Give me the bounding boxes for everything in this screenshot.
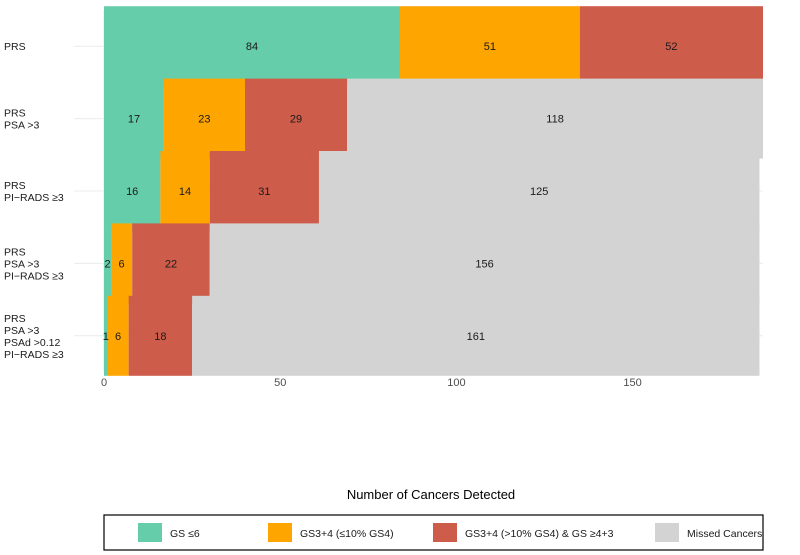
- x-tick-label: 150: [623, 377, 641, 389]
- bar-segment-row2-series4: [347, 78, 763, 159]
- data-label: 1: [103, 331, 109, 343]
- bar-segment-row3-series2: [160, 151, 210, 231]
- data-label: 2: [104, 258, 110, 270]
- bar-segment-row3-series3: [209, 151, 319, 231]
- bar-segment-row5-series3: [128, 295, 193, 376]
- bar-segment-row5-series4: [192, 295, 760, 376]
- x-tick-label: 100: [447, 377, 465, 389]
- bar-segment-row3-series1: [104, 151, 161, 231]
- category-label: PI−RADS ≥3: [4, 192, 64, 204]
- bar-segment-row4-series4: [209, 223, 760, 304]
- data-label: 118: [546, 114, 564, 126]
- data-label: 51: [484, 41, 496, 53]
- bar-segment-row2-series3: [244, 78, 348, 159]
- category-label: PSA >3: [4, 325, 39, 337]
- legend: GS ≤6 GS3+4 (≤10% GS4) GS3+4 (>10% GS4) & …: [103, 514, 764, 551]
- data-label: 14: [179, 186, 191, 198]
- x-axis-title: Number of Cancers Detected: [347, 487, 515, 502]
- legend-label: GS3+4 (>10% GS4) & GS ≥4+3: [465, 528, 614, 540]
- bar-segment-row1-series3: [579, 6, 763, 87]
- legend-swatch: [138, 523, 162, 542]
- data-label: 22: [165, 258, 177, 270]
- legend-swatch: [268, 523, 292, 542]
- category-label: PSAd >0.12: [4, 337, 60, 349]
- category-label: PSA >3: [4, 120, 39, 132]
- data-label: 16: [126, 186, 138, 198]
- category-label: PRS: [4, 41, 26, 53]
- data-label: 84: [246, 41, 258, 53]
- bar-segment-row4-series1: [104, 223, 112, 304]
- data-label: 6: [115, 331, 121, 343]
- bars-layer: [104, 6, 763, 376]
- x-tick-label: 0: [101, 377, 107, 389]
- data-label: 18: [154, 331, 166, 343]
- legend-label: GS ≤6: [170, 528, 200, 540]
- data-label: 52: [665, 41, 677, 53]
- data-label: 156: [475, 258, 493, 270]
- data-label: 29: [290, 114, 302, 126]
- bar-segment-row1-series1: [104, 6, 401, 87]
- data-label: 17: [128, 114, 140, 126]
- x-tick-label: 50: [274, 377, 286, 389]
- data-label: 23: [198, 114, 210, 126]
- bar-segment-row5-series2: [107, 295, 129, 376]
- category-label: PRS: [4, 246, 26, 258]
- data-label: 161: [467, 331, 485, 343]
- category-label: PRS: [4, 313, 26, 325]
- bar-segment-row2-series1: [104, 78, 164, 159]
- category-label: PRS: [4, 180, 26, 192]
- category-label: PSA >3: [4, 258, 39, 270]
- data-label: 31: [258, 186, 270, 198]
- category-label: PI−RADS ≥3: [4, 349, 64, 361]
- legend-label: Missed Cancers: [687, 528, 762, 540]
- data-label: 6: [119, 258, 125, 270]
- x-axis: 0 50 100 150: [101, 377, 642, 389]
- data-label: 125: [530, 186, 548, 198]
- legend-swatch: [655, 523, 679, 542]
- bar-segment-row2-series2: [163, 78, 245, 159]
- bar-segment-row4-series2: [111, 223, 133, 304]
- bar-segment-row5-series1: [104, 295, 108, 376]
- bar-segment-row1-series2: [400, 6, 580, 87]
- legend-label: GS3+4 (≤10% GS4): [300, 528, 394, 540]
- bar-segment-row4-series3: [132, 223, 210, 304]
- bar-segment-row3-series4: [318, 151, 760, 231]
- category-label: PRS: [4, 108, 26, 120]
- category-label: PI−RADS ≥3: [4, 270, 64, 282]
- legend-swatch: [433, 523, 457, 542]
